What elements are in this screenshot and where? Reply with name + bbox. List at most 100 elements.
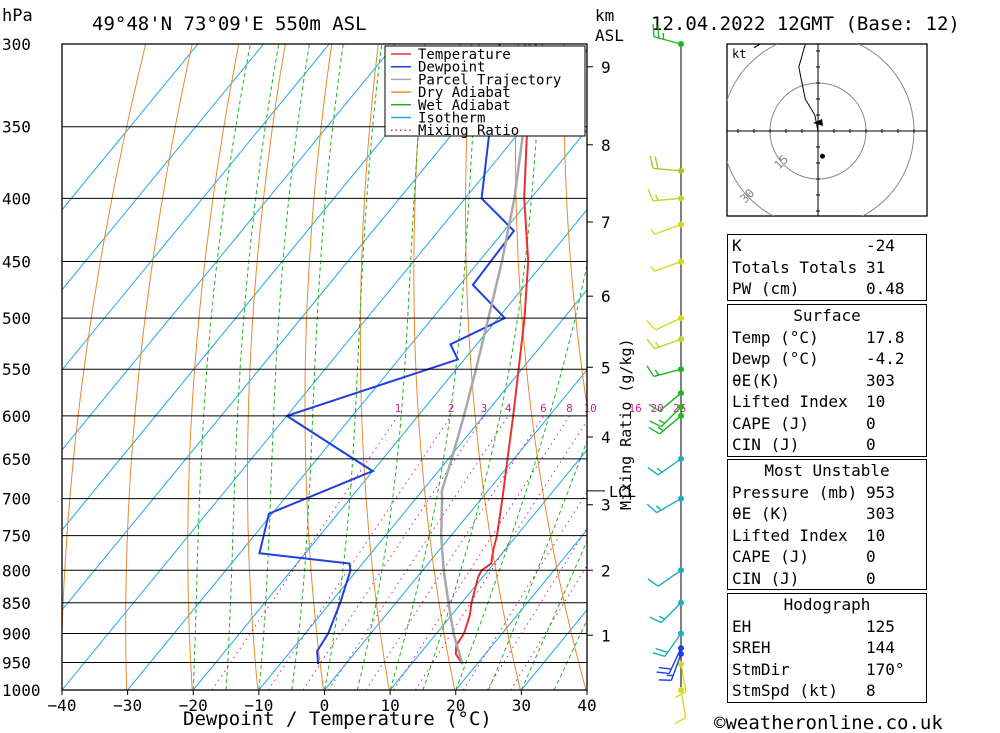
dry-adiabat-line [247, 44, 286, 690]
isotherm-line [324, 369, 587, 690]
dry-adiabat-line [930, 7, 1000, 690]
wind-barb [648, 412, 684, 435]
surface-temp-value: 17.8 [866, 327, 905, 347]
mu-pressure-label: Pressure (mb) [732, 482, 858, 502]
pressure-tick-label: 600 [2, 407, 31, 426]
surface-cape-value: 0 [866, 413, 876, 433]
wind-level-dot [678, 315, 684, 322]
eh-value: 125 [866, 616, 895, 636]
wind-barb-staff [655, 317, 682, 331]
wind-barb-staff [680, 664, 687, 692]
wind-barb-half-flag [654, 369, 660, 376]
pressure-tick-label: 850 [2, 594, 31, 613]
mu-cape-label: CAPE (J) [732, 547, 810, 566]
wind-barb-half-flag [655, 505, 662, 511]
dry-adiabat-line [976, 7, 1000, 690]
pressure-tick-label: 700 [2, 490, 31, 509]
pressure-tick-label: 1000 [2, 681, 41, 700]
legend-entry: Temperature [418, 47, 511, 63]
copyright-text: ©weatheronline.co.uk [714, 712, 943, 733]
lcl-label: LCL [609, 483, 636, 501]
mu-cape-value: 0 [866, 547, 876, 566]
mixing-ratio-value-label: 1 [395, 402, 402, 415]
wet-adiabat-line [389, 44, 480, 690]
surface-dewp-value: -4.2 [866, 349, 905, 368]
pressure-tick-label: 750 [2, 527, 31, 546]
surface-theta-value: 303 [866, 370, 895, 390]
mixing-ratio-line [365, 415, 544, 690]
wind-barb-staff [653, 167, 682, 172]
totals-totals-label: Totals Totals [732, 257, 858, 277]
dry-adiabat-line [187, 44, 240, 690]
pressure-tick-label: 950 [2, 653, 31, 672]
datetime-title: 12.04.2022 12GMT (Base: 12) [651, 13, 960, 35]
wind-barb [646, 315, 684, 331]
precipitable-water-label: PW (cm) [732, 279, 800, 298]
x-tick-label: 10 [380, 696, 399, 715]
wind-level-dot [678, 336, 684, 343]
wind-level-dot [678, 403, 684, 410]
wind-barb-flag [646, 365, 655, 377]
wind-barb [648, 390, 684, 412]
wind-barb-flag [649, 420, 662, 428]
wind-barb [652, 630, 684, 658]
wind-barb-staff [657, 569, 682, 587]
km-tick-label: 5 [601, 358, 611, 377]
hodograph-trace [753, 44, 819, 132]
most-unstable-title: Most Unstable [764, 461, 890, 480]
wind-barb [674, 661, 687, 699]
wind-barb-staff [654, 260, 682, 272]
km-tick-label: 1 [601, 626, 611, 645]
storm-dir-label: StmDir [732, 659, 790, 679]
hodograph-table-title: Hodograph [783, 595, 871, 614]
isotherm-line [389, 449, 587, 690]
wind-barb [656, 645, 684, 675]
wind-barb-flag [648, 403, 660, 412]
wind-barb-flag [652, 652, 666, 658]
x-tick-label: −40 [48, 696, 77, 715]
legend-entry: Mixing Ratio [418, 123, 519, 139]
wind-barb-flag [656, 671, 670, 675]
wet-adiabat-line [225, 44, 280, 690]
storm-dir-value: 170° [866, 659, 905, 679]
axes: 1234681016202530035040045050055060065070… [2, 35, 686, 715]
wind-level-dot [678, 661, 684, 668]
surface-cin-value: 0 [866, 435, 876, 454]
dry-adiabat-line [304, 44, 333, 690]
hodograph-ring-label: 45 [703, 220, 723, 240]
wind-barb-flag [646, 320, 657, 331]
wind-barb-flag [674, 716, 687, 725]
wind-barb [646, 336, 684, 350]
wind-barb-flag [647, 466, 659, 476]
km-tick-label: 7 [601, 213, 611, 232]
mu-theta-label: θE (K) [732, 504, 790, 523]
wind-level-dot [678, 495, 684, 502]
isotherm-line [62, 44, 396, 451]
mixing-ratio-line [393, 415, 570, 690]
wind-barb-flag [657, 25, 660, 39]
temperature-series-line [454, 44, 537, 665]
mu-li-label: Lifted Index [732, 525, 848, 545]
wind-level-dot [678, 687, 684, 693]
precipitable-water-value: 0.48 [866, 279, 905, 298]
surface-dewp-label: Dewp (°C) [732, 349, 819, 368]
x-tick-label: −20 [179, 696, 208, 715]
wet-adiabat-line [520, 539, 587, 690]
wind-barb-flag [652, 24, 655, 37]
wind-barb-staff [656, 498, 682, 514]
hodograph-unit-label: kt [732, 47, 746, 61]
wind-level-dot [678, 599, 684, 606]
x-tick-label: −10 [244, 696, 273, 715]
wind-barb-flag [647, 188, 654, 202]
mu-cin-label: CIN (J) [732, 568, 800, 588]
wind-level-dot [678, 645, 684, 652]
wind-barb-half-flag [656, 467, 663, 473]
wind-barb-flag [647, 578, 659, 587]
height-unit-label-km: km [595, 6, 614, 25]
isotherm-line [455, 529, 587, 690]
wind-barb [649, 403, 684, 428]
wind-level-dot [678, 567, 684, 574]
wind-barb-half-flag [658, 615, 666, 620]
mixing-ratio-value-label: 16 [628, 402, 641, 415]
